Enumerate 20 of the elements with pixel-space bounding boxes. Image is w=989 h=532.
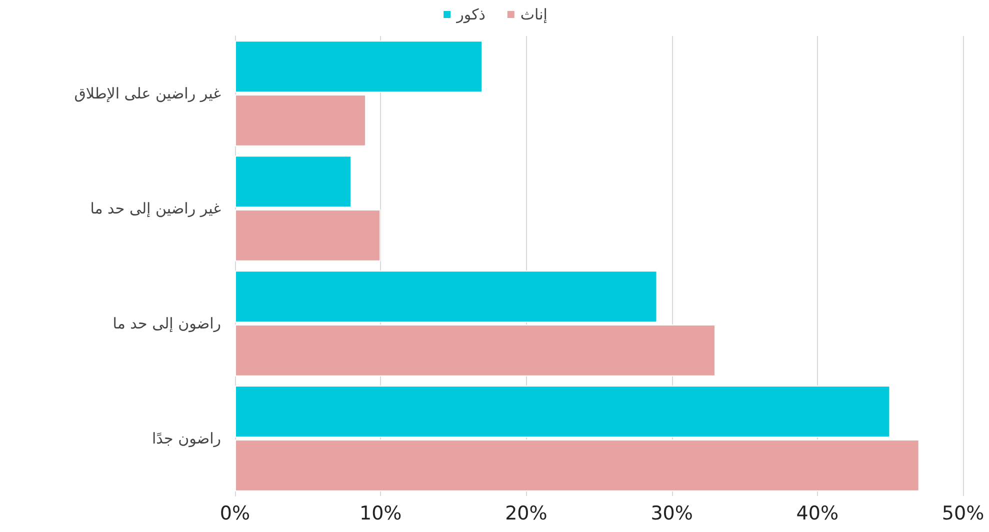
y-tick-label: راضون إلى حد ما	[112, 314, 221, 332]
bar	[235, 324, 716, 376]
bar	[235, 440, 920, 492]
x-tick-label: 40%	[796, 502, 839, 524]
x-tick-label: 30%	[650, 502, 693, 524]
legend-label: ذكور	[456, 6, 486, 24]
bar	[235, 270, 658, 322]
legend-label: إناث	[520, 6, 548, 24]
y-tick-label: غير راضين على الإطلاق	[74, 84, 222, 102]
bar	[235, 210, 381, 262]
bar	[235, 94, 366, 146]
x-tick-label: 50%	[942, 502, 984, 524]
bar	[235, 386, 890, 438]
bar	[235, 40, 483, 92]
x-tick-label: 20%	[505, 502, 548, 524]
x-tick-label: 10%	[359, 502, 402, 524]
y-tick-label: راضون جدًا	[152, 430, 221, 448]
y-tick-label: غير راضين إلى حد ما	[90, 200, 222, 218]
bar	[235, 156, 352, 208]
x-tick-label: 0%	[220, 502, 250, 524]
